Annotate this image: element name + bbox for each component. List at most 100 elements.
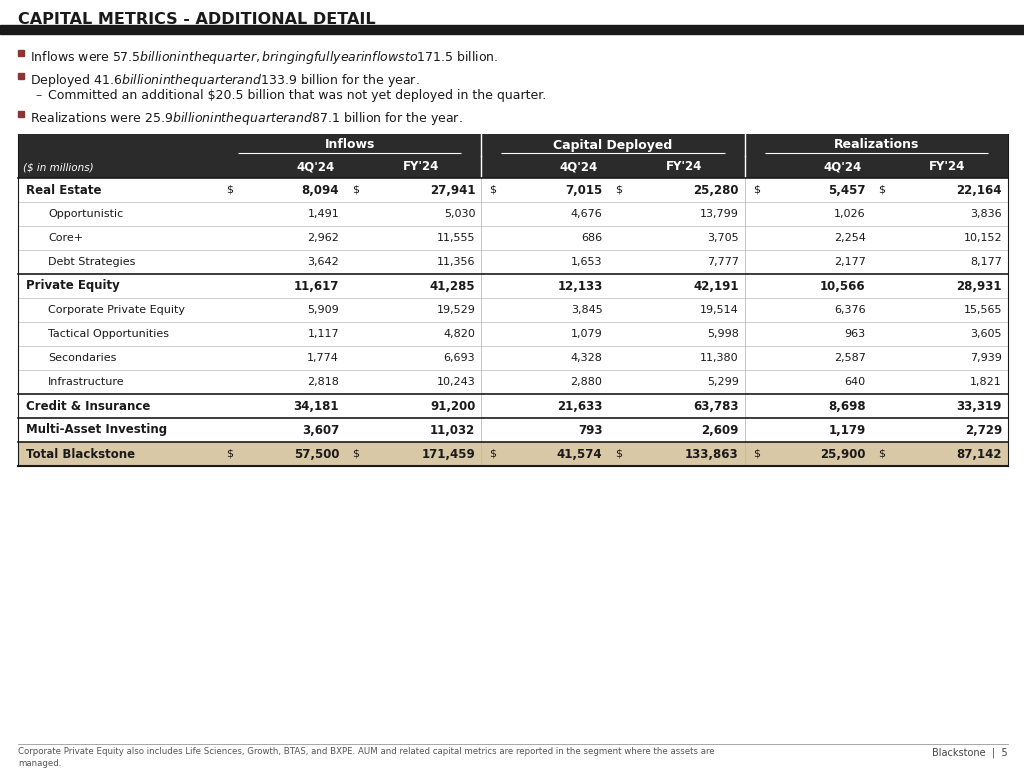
Text: 57,500: 57,500 (294, 447, 339, 461)
Text: 5,457: 5,457 (828, 184, 866, 196)
Bar (18, 178, 1008, 202)
Text: FY'24: FY'24 (666, 160, 702, 174)
Text: 10,566: 10,566 (820, 279, 866, 292)
Text: Debt Strategies: Debt Strategies (48, 257, 135, 267)
Text: 28,931: 28,931 (956, 279, 1002, 292)
Text: Private Equity: Private Equity (26, 279, 120, 292)
Bar (18, 298, 1008, 322)
Text: 11,555: 11,555 (437, 233, 475, 243)
Text: FY'24: FY'24 (402, 160, 439, 174)
Text: Realizations: Realizations (834, 138, 919, 152)
Text: 33,319: 33,319 (956, 400, 1002, 412)
Bar (18, 134, 218, 156)
Text: $: $ (489, 185, 497, 195)
Text: 10,243: 10,243 (436, 377, 475, 387)
Text: 3,845: 3,845 (570, 305, 602, 315)
Text: 4,328: 4,328 (570, 353, 602, 363)
Text: 6,693: 6,693 (443, 353, 475, 363)
Text: 3,705: 3,705 (707, 233, 738, 243)
Text: 25,900: 25,900 (820, 447, 866, 461)
Text: 21,633: 21,633 (557, 400, 602, 412)
Text: Secondaries: Secondaries (48, 353, 117, 363)
Text: 640: 640 (845, 377, 866, 387)
Text: 2,587: 2,587 (834, 353, 866, 363)
Text: 13,799: 13,799 (699, 209, 738, 219)
Text: CAPITAL METRICS - ADDITIONAL DETAIL: CAPITAL METRICS - ADDITIONAL DETAIL (18, 12, 376, 27)
Text: 1,821: 1,821 (971, 377, 1002, 387)
Text: 8,698: 8,698 (828, 400, 866, 412)
Text: Multi-Asset Investing: Multi-Asset Investing (26, 424, 167, 436)
Text: 686: 686 (582, 233, 602, 243)
Text: 15,565: 15,565 (964, 305, 1002, 315)
Text: 63,783: 63,783 (693, 400, 738, 412)
Text: 8,094: 8,094 (302, 184, 339, 196)
Text: 7,939: 7,939 (970, 353, 1002, 363)
Text: $: $ (879, 185, 886, 195)
Text: $: $ (226, 449, 233, 459)
Text: 3,605: 3,605 (971, 329, 1002, 339)
Bar (18, 226, 1008, 250)
Text: 2,177: 2,177 (834, 257, 866, 267)
Text: 11,356: 11,356 (437, 257, 475, 267)
Text: 12,133: 12,133 (557, 279, 602, 292)
Text: 5,030: 5,030 (443, 209, 475, 219)
Text: 11,617: 11,617 (294, 279, 339, 292)
Text: Corporate Private Equity: Corporate Private Equity (48, 305, 185, 315)
Text: 1,117: 1,117 (307, 329, 339, 339)
Text: 2,962: 2,962 (307, 233, 339, 243)
Bar (18, 250, 1008, 274)
Text: 10,152: 10,152 (964, 233, 1002, 243)
Bar (18, 322, 1008, 346)
Text: 5,998: 5,998 (707, 329, 738, 339)
Text: 4,820: 4,820 (443, 329, 475, 339)
Text: Capital Deployed: Capital Deployed (553, 138, 673, 152)
Bar (18, 111, 24, 117)
Text: 2,609: 2,609 (701, 424, 738, 436)
Text: 6,376: 6,376 (835, 305, 866, 315)
Text: FY'24: FY'24 (929, 160, 966, 174)
Text: 25,280: 25,280 (693, 184, 738, 196)
Text: 7,015: 7,015 (565, 184, 602, 196)
Text: 41,285: 41,285 (430, 279, 475, 292)
Bar (18, 418, 1008, 442)
Text: 1,079: 1,079 (570, 329, 602, 339)
Text: 8,177: 8,177 (970, 257, 1002, 267)
Text: 2,254: 2,254 (834, 233, 866, 243)
Text: 1,026: 1,026 (835, 209, 866, 219)
Bar (18, 346, 1008, 370)
Text: Blackstone  |  5: Blackstone | 5 (933, 747, 1008, 758)
Bar (18, 134, 1008, 466)
Text: $: $ (615, 449, 622, 459)
Text: $: $ (753, 185, 760, 195)
Text: 7,777: 7,777 (707, 257, 738, 267)
Text: Real Estate: Real Estate (26, 184, 101, 196)
Text: 3,607: 3,607 (302, 424, 339, 436)
Text: 1,774: 1,774 (307, 353, 339, 363)
Text: 963: 963 (845, 329, 866, 339)
Text: 4,676: 4,676 (570, 209, 602, 219)
Text: $: $ (351, 449, 358, 459)
Text: 2,729: 2,729 (965, 424, 1002, 436)
Text: 27,941: 27,941 (430, 184, 475, 196)
Text: 41,574: 41,574 (557, 447, 602, 461)
Text: Inflows: Inflows (325, 138, 375, 152)
Text: Opportunistic: Opportunistic (48, 209, 123, 219)
Bar (18, 156, 1008, 178)
Text: Inflows were $57.5 billion in the quarter, bringing full year inflows to $171.5 : Inflows were $57.5 billion in the quarte… (30, 49, 499, 66)
Text: Total Blackstone: Total Blackstone (26, 447, 135, 461)
Text: 1,653: 1,653 (571, 257, 602, 267)
Text: $: $ (351, 185, 358, 195)
Text: ($ in millions): ($ in millions) (23, 162, 93, 172)
Text: 19,529: 19,529 (436, 305, 475, 315)
Bar (218, 134, 1008, 156)
Bar (18, 394, 1008, 418)
Text: Core+: Core+ (48, 233, 83, 243)
Text: $: $ (489, 449, 497, 459)
Text: Deployed $41.6 billion in the quarter and $133.9 billion for the year.: Deployed $41.6 billion in the quarter an… (30, 72, 420, 89)
Text: 11,032: 11,032 (430, 424, 475, 436)
Bar (18, 50, 24, 56)
Bar (0, 25, 1024, 34)
Text: 3,836: 3,836 (971, 209, 1002, 219)
Text: 1,491: 1,491 (307, 209, 339, 219)
Bar (18, 274, 1008, 298)
